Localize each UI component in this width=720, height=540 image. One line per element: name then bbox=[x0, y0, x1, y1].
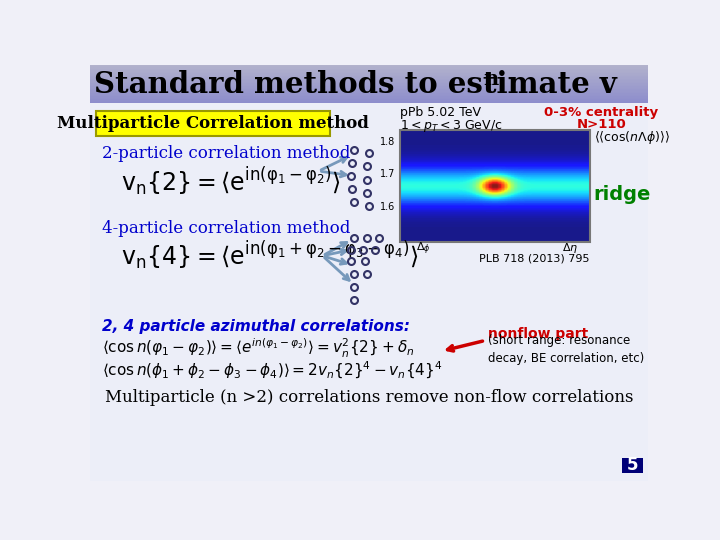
Bar bbox=[90, 98, 648, 99]
Text: $\Delta_\phi$: $\Delta_\phi$ bbox=[416, 240, 431, 257]
Bar bbox=[90, 74, 648, 75]
Text: (short range: resonance
decay, BE correlation, etc): (short range: resonance decay, BE correl… bbox=[488, 334, 644, 365]
Bar bbox=[90, 73, 648, 74]
Text: 2-particle correlation method: 2-particle correlation method bbox=[102, 145, 350, 162]
Bar bbox=[90, 72, 648, 73]
Bar bbox=[90, 92, 648, 93]
Bar bbox=[90, 86, 648, 87]
Bar bbox=[90, 70, 648, 71]
Text: $\langle\langle\mathrm{cos}(n\Lambda\phi)\rangle\rangle$: $\langle\langle\mathrm{cos}(n\Lambda\phi… bbox=[594, 130, 670, 146]
Bar bbox=[90, 85, 648, 86]
Text: n: n bbox=[484, 70, 499, 90]
Text: 4-particle correlation method: 4-particle correlation method bbox=[102, 220, 350, 237]
Text: 2, 4 particle azimuthal correlations:: 2, 4 particle azimuthal correlations: bbox=[102, 319, 410, 334]
Bar bbox=[90, 102, 648, 103]
Bar bbox=[90, 80, 648, 81]
Bar bbox=[90, 91, 648, 92]
Bar bbox=[90, 100, 648, 101]
Text: $1<p_T<3$ GeV/c: $1<p_T<3$ GeV/c bbox=[400, 118, 503, 133]
Text: $\left\langle\cos n(\phi_1+\phi_2-\phi_3-\phi_4)\right\rangle=2v_n\{2\}^4-v_n\{4: $\left\langle\cos n(\phi_1+\phi_2-\phi_3… bbox=[102, 360, 442, 381]
Text: $\left\langle\cos n(\varphi_1-\varphi_2)\right\rangle=\left\langle e^{in(\varphi: $\left\langle\cos n(\varphi_1-\varphi_2)… bbox=[102, 336, 414, 360]
Text: 0-3% centrality: 0-3% centrality bbox=[544, 106, 659, 119]
Bar bbox=[400, 130, 590, 242]
Bar bbox=[90, 94, 648, 95]
Bar bbox=[90, 81, 648, 82]
Bar bbox=[90, 97, 648, 98]
Bar bbox=[90, 68, 648, 69]
Text: Standard methods to estimate v: Standard methods to estimate v bbox=[94, 70, 617, 98]
Text: $\mathrm{v_n\{2\}=\left\langle e^{in(\varphi_1-\varphi_2)}\right\rangle}$: $\mathrm{v_n\{2\}=\left\langle e^{in(\va… bbox=[121, 165, 341, 198]
Bar bbox=[621, 457, 644, 473]
Bar bbox=[90, 101, 648, 102]
Bar bbox=[90, 71, 648, 72]
Bar bbox=[90, 95, 648, 96]
Bar bbox=[90, 76, 648, 77]
Bar bbox=[90, 65, 648, 66]
Bar bbox=[90, 83, 648, 84]
Text: 1.8: 1.8 bbox=[380, 137, 395, 147]
Bar bbox=[90, 65, 648, 103]
Text: nonflow part: nonflow part bbox=[488, 327, 589, 341]
Bar bbox=[90, 84, 648, 85]
Text: N>110: N>110 bbox=[577, 118, 626, 131]
Text: 1.6: 1.6 bbox=[380, 202, 395, 212]
Bar bbox=[90, 69, 648, 70]
Text: 5: 5 bbox=[626, 456, 638, 474]
Text: 1.7: 1.7 bbox=[380, 169, 395, 179]
Bar bbox=[90, 79, 648, 80]
Bar bbox=[90, 89, 648, 90]
Text: pPb 5.02 TeV: pPb 5.02 TeV bbox=[400, 106, 481, 119]
Text: $\mathrm{v_n\{4\}=\left\langle e^{in(\varphi_1+\varphi_2-\varphi_3-\varphi_4)}\r: $\mathrm{v_n\{4\}=\left\langle e^{in(\va… bbox=[121, 239, 419, 272]
Bar bbox=[90, 90, 648, 91]
Bar bbox=[90, 67, 648, 68]
Bar bbox=[96, 111, 330, 136]
Bar bbox=[90, 88, 648, 89]
Bar bbox=[90, 96, 648, 97]
Bar bbox=[90, 93, 648, 94]
Bar bbox=[90, 87, 648, 88]
Text: ridge: ridge bbox=[594, 185, 651, 204]
Bar bbox=[90, 82, 648, 83]
Text: Multiparticle Correlation method: Multiparticle Correlation method bbox=[58, 115, 369, 132]
Text: PLB 718 (2013) 795: PLB 718 (2013) 795 bbox=[480, 254, 590, 264]
Text: $\Delta\eta$: $\Delta\eta$ bbox=[562, 241, 579, 255]
Text: Multiparticle (n >2) correlations remove non-flow correlations: Multiparticle (n >2) correlations remove… bbox=[104, 389, 634, 406]
Bar bbox=[90, 99, 648, 100]
Bar bbox=[90, 75, 648, 76]
Bar bbox=[90, 66, 648, 67]
Bar bbox=[90, 77, 648, 78]
Bar bbox=[90, 78, 648, 79]
